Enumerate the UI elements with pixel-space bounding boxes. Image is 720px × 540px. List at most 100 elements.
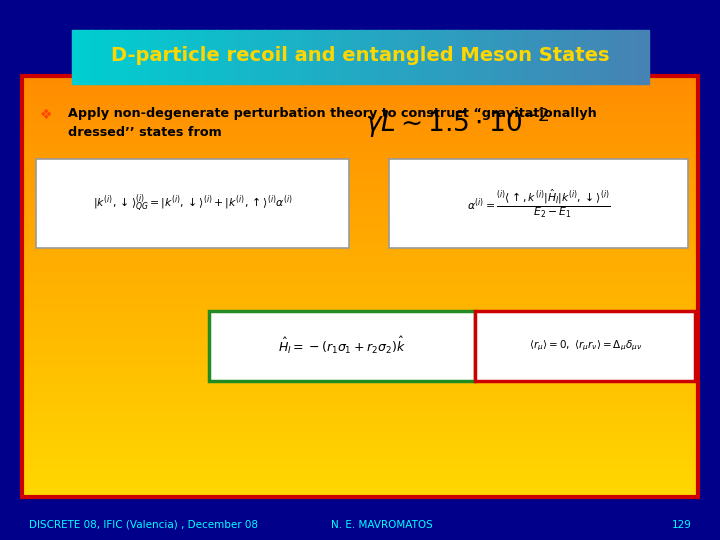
- Bar: [22, 265, 698, 269]
- Bar: [254, 30, 265, 84]
- Bar: [22, 398, 698, 402]
- Text: $\hat{H}_I = -(r_1\sigma_1 + r_2\sigma_2)\hat{k}$: $\hat{H}_I = -(r_1\sigma_1 + r_2\sigma_2…: [278, 335, 406, 356]
- Bar: [302, 30, 312, 84]
- Bar: [418, 30, 428, 84]
- Bar: [22, 86, 698, 90]
- Bar: [22, 374, 698, 377]
- Bar: [22, 492, 698, 497]
- Bar: [22, 338, 698, 342]
- Bar: [235, 30, 246, 84]
- Bar: [22, 286, 698, 289]
- Bar: [22, 317, 698, 321]
- Bar: [322, 30, 332, 84]
- Bar: [379, 30, 390, 84]
- Bar: [22, 408, 698, 413]
- Bar: [22, 124, 698, 128]
- Bar: [22, 321, 698, 325]
- Bar: [600, 30, 611, 84]
- Bar: [22, 478, 698, 483]
- Bar: [351, 30, 361, 84]
- Bar: [22, 300, 698, 303]
- Bar: [22, 261, 698, 265]
- Bar: [22, 388, 698, 392]
- Bar: [22, 99, 698, 104]
- Bar: [590, 30, 600, 84]
- Bar: [312, 30, 323, 84]
- Bar: [22, 468, 698, 472]
- Bar: [22, 163, 698, 167]
- Text: $|k^{(i)},\downarrow\rangle^{(i)}_{QG} = |k^{(i)},\downarrow\rangle^{(i)} + |k^{: $|k^{(i)},\downarrow\rangle^{(i)}_{QG} =…: [93, 193, 293, 215]
- Bar: [22, 433, 698, 437]
- Bar: [542, 30, 553, 84]
- Bar: [22, 79, 698, 83]
- Bar: [22, 486, 698, 490]
- Bar: [22, 110, 698, 114]
- Bar: [427, 30, 438, 84]
- Bar: [22, 215, 698, 220]
- Bar: [513, 30, 524, 84]
- Bar: [22, 258, 698, 261]
- Bar: [22, 138, 698, 142]
- Bar: [533, 30, 543, 84]
- Bar: [283, 30, 294, 84]
- Bar: [22, 272, 698, 275]
- Bar: [22, 173, 698, 177]
- Bar: [466, 30, 476, 84]
- Bar: [22, 416, 698, 420]
- Bar: [360, 30, 370, 84]
- Bar: [22, 191, 698, 195]
- Text: $\alpha^{(i)} = \dfrac{{}^{(i)}\langle\uparrow, k^{(i)}|\hat{H}_I|k^{(i)},\downa: $\alpha^{(i)} = \dfrac{{}^{(i)}\langle\u…: [467, 188, 611, 220]
- Bar: [225, 30, 236, 84]
- Bar: [22, 149, 698, 153]
- Bar: [22, 230, 698, 233]
- Bar: [22, 377, 698, 381]
- FancyBboxPatch shape: [36, 159, 349, 248]
- Bar: [22, 447, 698, 451]
- Bar: [22, 82, 698, 86]
- Text: D-particle recoil and entangled Meson States: D-particle recoil and entangled Meson St…: [111, 46, 609, 65]
- Bar: [22, 440, 698, 444]
- Bar: [22, 279, 698, 283]
- Bar: [22, 457, 698, 462]
- Bar: [22, 107, 698, 111]
- Bar: [22, 475, 698, 480]
- Bar: [22, 335, 698, 339]
- Text: Apply non-degenerate perturbation theory to construct “gravitationallyh: Apply non-degenerate perturbation theory…: [68, 107, 597, 120]
- Text: dressed’’ states from: dressed’’ states from: [68, 126, 222, 139]
- Bar: [22, 233, 698, 237]
- Bar: [22, 131, 698, 136]
- Bar: [22, 156, 698, 160]
- Bar: [22, 237, 698, 241]
- Bar: [639, 30, 649, 84]
- Bar: [22, 349, 698, 353]
- Bar: [187, 30, 197, 84]
- Bar: [22, 430, 698, 434]
- Bar: [22, 93, 698, 97]
- Bar: [22, 384, 698, 388]
- Bar: [552, 30, 562, 84]
- Bar: [22, 275, 698, 279]
- Bar: [22, 212, 698, 216]
- Bar: [22, 282, 698, 286]
- Bar: [22, 482, 698, 486]
- Bar: [22, 75, 698, 79]
- Bar: [22, 201, 698, 206]
- Bar: [562, 30, 572, 84]
- Bar: [158, 30, 168, 84]
- Bar: [91, 30, 102, 84]
- Bar: [22, 254, 698, 258]
- Bar: [22, 363, 698, 367]
- Bar: [398, 30, 409, 84]
- Bar: [22, 307, 698, 311]
- Bar: [22, 346, 698, 349]
- Bar: [72, 30, 82, 84]
- Bar: [22, 391, 698, 395]
- Bar: [149, 30, 159, 84]
- Bar: [22, 187, 698, 192]
- Bar: [139, 30, 150, 84]
- Bar: [22, 135, 698, 139]
- Bar: [22, 380, 698, 384]
- Bar: [274, 30, 284, 84]
- Text: DISCRETE 08, IFIC (Valencia) , December 08: DISCRETE 08, IFIC (Valencia) , December …: [29, 520, 258, 530]
- Text: 129: 129: [671, 520, 691, 530]
